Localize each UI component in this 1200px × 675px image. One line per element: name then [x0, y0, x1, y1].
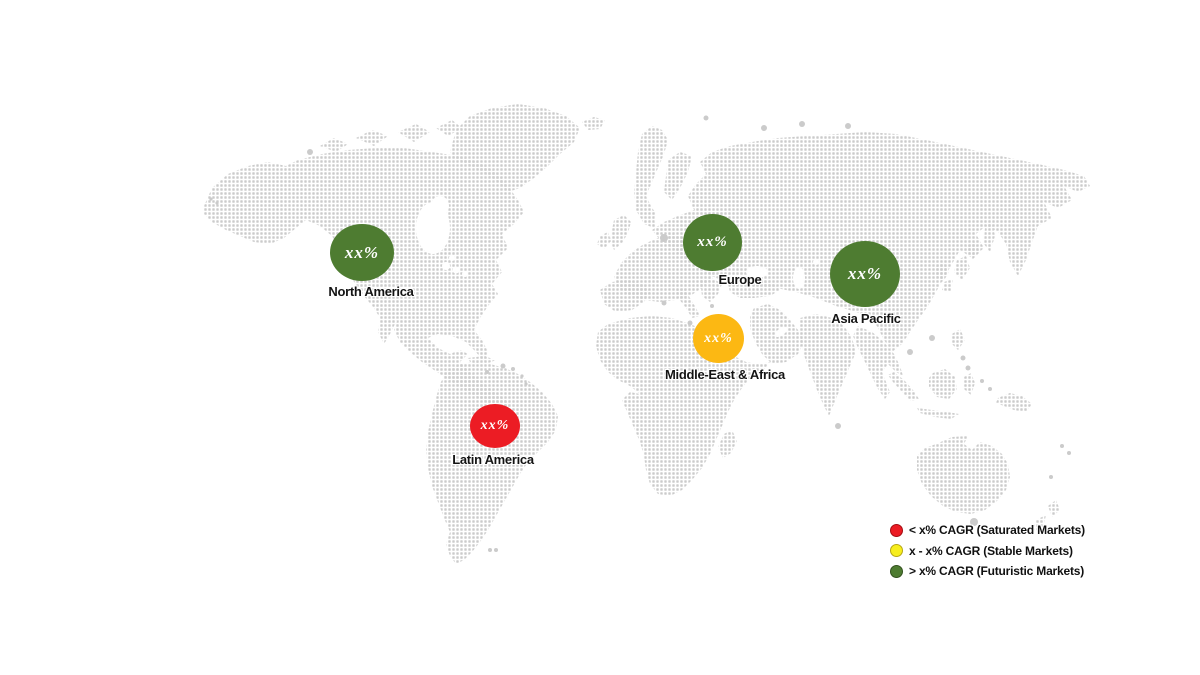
label-latin-america: Latin America [452, 452, 534, 467]
bubble-value: xx% [344, 242, 380, 262]
bubble-north-america[interactable]: xx% [330, 224, 394, 281]
legend-item-futuristic: > x% CAGR (Futuristic Markets) [890, 564, 1085, 578]
greenland [450, 104, 605, 192]
bubble-asia-pacific[interactable]: xx% [830, 241, 900, 307]
green-dot-icon [890, 564, 903, 578]
bubble-middle-east-africa[interactable]: xx% [693, 314, 744, 363]
bubble-europe[interactable]: xx% [683, 214, 742, 271]
cagr-legend: < x% CAGR (Saturated Markets) x - x% CAG… [890, 523, 1085, 585]
continent-africa [596, 316, 770, 496]
label-europe: Europe [718, 272, 762, 287]
legend-label: > x% CAGR (Futuristic Markets) [909, 564, 1085, 578]
bubble-value: xx% [847, 264, 883, 283]
red-dot-icon [890, 523, 903, 537]
legend-label: < x% CAGR (Saturated Markets) [909, 523, 1085, 537]
label-north-america: North America [328, 284, 414, 299]
continent-south-america [426, 356, 558, 564]
bubble-value: xx% [480, 418, 510, 433]
bubble-latin-america[interactable]: xx% [470, 404, 520, 448]
legend-label: x - x% CAGR (Stable Markets) [909, 543, 1073, 558]
continent-australia [917, 436, 1071, 531]
bubble-value: xx% [704, 330, 733, 346]
bubble-value: xx% [697, 234, 728, 250]
legend-item-saturated: < x% CAGR (Saturated Markets) [890, 523, 1085, 537]
legend-item-stable: x - x% CAGR (Stable Markets) [890, 544, 1085, 558]
label-asia-pacific: Asia Pacific [831, 311, 901, 326]
label-middle-east-africa: Middle-East & Africa [665, 367, 785, 382]
yellow-dot-icon [890, 544, 903, 557]
